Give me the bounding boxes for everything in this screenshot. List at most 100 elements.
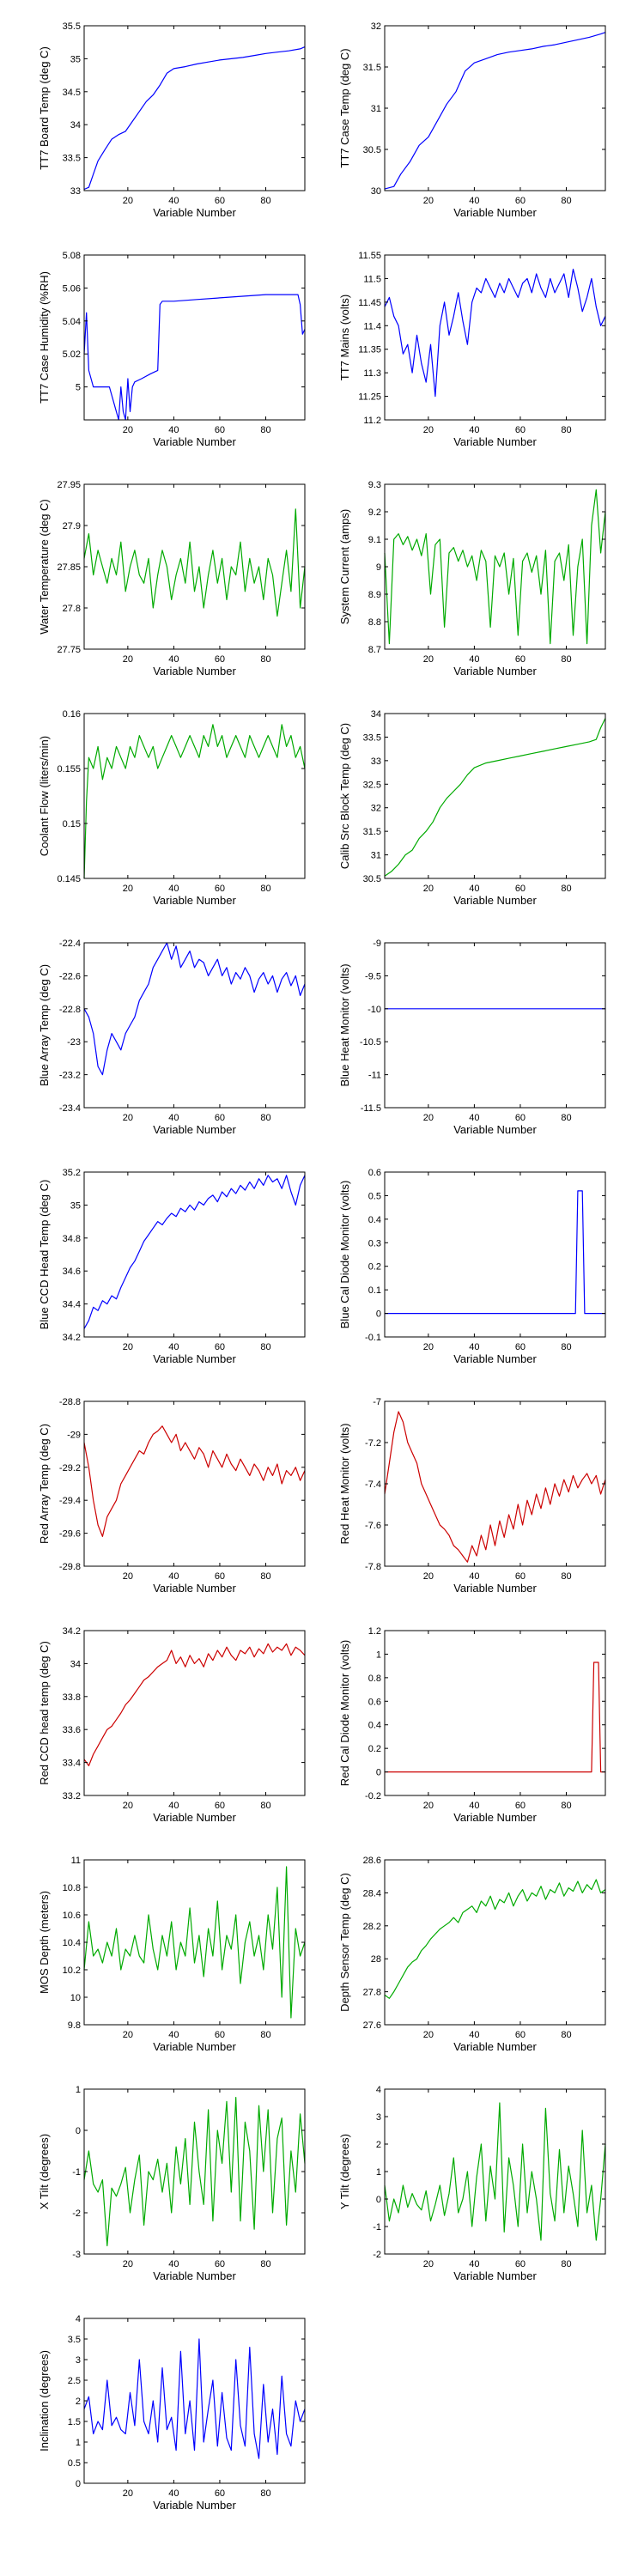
y-tick-label: 27.8	[363, 1988, 381, 1998]
x-tick-label: 80	[561, 1801, 571, 1811]
y-tick-label: 10.6	[63, 1911, 81, 1921]
y-axis-label: TT7 Mains (volts)	[338, 295, 351, 380]
y-axis-label: TT7 Case Temp (deg C)	[338, 48, 351, 167]
y-tick-label: -23.4	[59, 1103, 81, 1114]
y-tick-label: -7.2	[365, 1438, 381, 1449]
axes-box	[384, 1400, 606, 1567]
y-tick-label: 5.08	[63, 251, 81, 261]
y-tick-label: 0	[376, 2195, 381, 2205]
x-tick-label: 40	[168, 1801, 179, 1811]
y-tick-label: 9	[376, 562, 381, 573]
y-tick-label: 9.8	[68, 2020, 81, 2031]
x-tick-label: 40	[168, 1113, 179, 1123]
y-tick-label: 34.6	[63, 1267, 81, 1277]
x-tick-label: 60	[515, 1113, 526, 1123]
chart-panel-5: 20 40 60 80 27.75 27.8 27.85 27.9 27.95 Variable …	[38, 480, 306, 677]
y-tick-label: 11.3	[363, 368, 381, 379]
y-axis-label: Red Heat Monitor (volts)	[338, 1424, 351, 1545]
x-tick-label: 60	[515, 2259, 526, 2269]
x-tick-label: 20	[123, 196, 133, 206]
y-tick-label: 33.2	[63, 1791, 81, 1801]
chart-panel-10: 20 40 60 80 -11.5 -11 -10.5 -10 -9.5 -9 Variable N…	[338, 939, 606, 1136]
x-tick-label: 80	[260, 2259, 270, 2269]
x-tick-label: 20	[423, 425, 434, 435]
x-tick-label: 80	[260, 2488, 270, 2499]
chart-panel-17: 20 40 60 80 9.8 10 10.2 10.4 10.6 10.8 11 Variable …	[38, 1856, 306, 2053]
axes-box	[83, 1400, 306, 1567]
chart-panel-8: 20 40 60 80 30.5 31 31.5 32 32.5 33 33.5 34 Variable…	[338, 709, 606, 907]
x-axis-label: Variable Number	[153, 2040, 236, 2053]
series-line	[384, 489, 606, 645]
x-tick-label: 40	[469, 1113, 479, 1123]
chart-panel-1: 20 40 60 80 33 33.5 34 34.5 35 35.5 Variable Numbe…	[38, 21, 306, 219]
y-tick-label: 11.45	[358, 298, 381, 308]
x-tick-label: 60	[215, 1571, 225, 1582]
y-tick-label: 0.6	[368, 1697, 381, 1707]
y-tick-label: 33.8	[63, 1692, 81, 1703]
y-tick-label: -22.6	[59, 971, 81, 981]
x-tick-label: 60	[215, 2030, 225, 2040]
x-tick-label: 40	[469, 1342, 479, 1352]
y-tick-label: 0.2	[368, 1744, 381, 1754]
y-tick-label: -0.1	[365, 1333, 381, 1343]
y-axis-label: Red Array Temp (deg C)	[38, 1424, 51, 1544]
y-tick-label: 10	[70, 1993, 81, 2003]
y-axis-label: Calib Src Block Temp (deg C)	[338, 723, 351, 869]
x-tick-label: 60	[515, 425, 526, 435]
y-tick-label: 34.5	[63, 88, 81, 98]
x-tick-label: 40	[469, 884, 479, 894]
y-tick-label: -9.5	[365, 971, 381, 981]
y-tick-label: 0	[376, 1768, 381, 1778]
y-tick-label: 30	[371, 186, 381, 197]
x-axis-label: Variable Number	[453, 1811, 537, 1824]
y-tick-label: 0	[376, 1309, 381, 1320]
y-tick-label: 34	[70, 1659, 81, 1669]
y-tick-label: 33.5	[63, 154, 81, 164]
y-tick-label: -29.4	[59, 1496, 81, 1506]
y-tick-label: 11.35	[358, 345, 381, 355]
x-tick-label: 40	[469, 2030, 479, 2040]
series-line	[83, 1425, 306, 1538]
y-tick-label: -29	[67, 1430, 81, 1440]
chart-panel-11: 20 40 60 80 34.2 34.4 34.6 34.8 35 35.2 Variable N…	[38, 1168, 306, 1365]
x-axis-label: Variable Number	[453, 2269, 537, 2282]
y-tick-label: -29.8	[59, 1562, 81, 1572]
y-tick-label: 10.8	[63, 1883, 81, 1893]
x-axis-label: Variable Number	[453, 665, 537, 677]
x-axis-label: Variable Number	[153, 2269, 236, 2282]
x-axis-label: Variable Number	[453, 894, 537, 907]
y-tick-label: 0.4	[368, 1721, 381, 1731]
x-tick-label: 20	[123, 2030, 133, 2040]
x-axis-label: Variable Number	[453, 1352, 537, 1365]
x-tick-label: 40	[469, 425, 479, 435]
axes-box	[83, 713, 306, 879]
chart-panel-16: 20 40 60 80 -0.2 0 0.2 0.4 0.6 0.8 1 1.2 Variable Nu…	[338, 1626, 606, 1824]
y-tick-label: 32.5	[363, 780, 381, 790]
y-tick-label: 34.2	[63, 1626, 81, 1637]
y-tick-label: 4	[76, 2314, 81, 2324]
x-tick-label: 40	[168, 196, 179, 206]
y-tick-label: -9	[373, 939, 381, 949]
y-tick-label: 1	[376, 1649, 381, 1660]
y-axis-label: Red CCD head temp (deg C)	[38, 1641, 51, 1785]
series-line	[83, 942, 306, 1076]
y-tick-label: 33.6	[63, 1725, 81, 1735]
series-line	[83, 1643, 306, 1766]
x-tick-label: 40	[469, 196, 479, 206]
chart-panel-3: 20 40 60 80 5 5.02 5.04 5.06 5.08 Variable Number…	[38, 251, 306, 448]
y-tick-label: 10.2	[63, 1965, 81, 1976]
y-tick-label: 11.25	[358, 392, 381, 403]
y-tick-label: 0.5	[68, 2458, 81, 2469]
y-tick-label: 11	[71, 1856, 81, 1866]
chart-panel-13: 20 40 60 80 -29.8 -29.6 -29.4 -29.2 -29 -28.8 Vari…	[38, 1397, 306, 1595]
y-tick-label: -2	[373, 2250, 381, 2260]
axes-box	[83, 1630, 306, 1796]
y-tick-label: 3.5	[68, 2335, 81, 2345]
y-tick-label: 0.3	[368, 1238, 381, 1249]
series-line	[384, 268, 606, 398]
x-tick-label: 40	[168, 2488, 179, 2499]
y-tick-label: -7	[373, 1397, 381, 1407]
x-tick-label: 40	[168, 2030, 179, 2040]
y-tick-label: 5.06	[63, 283, 81, 294]
x-axis-label: Variable Number	[453, 1123, 537, 1136]
